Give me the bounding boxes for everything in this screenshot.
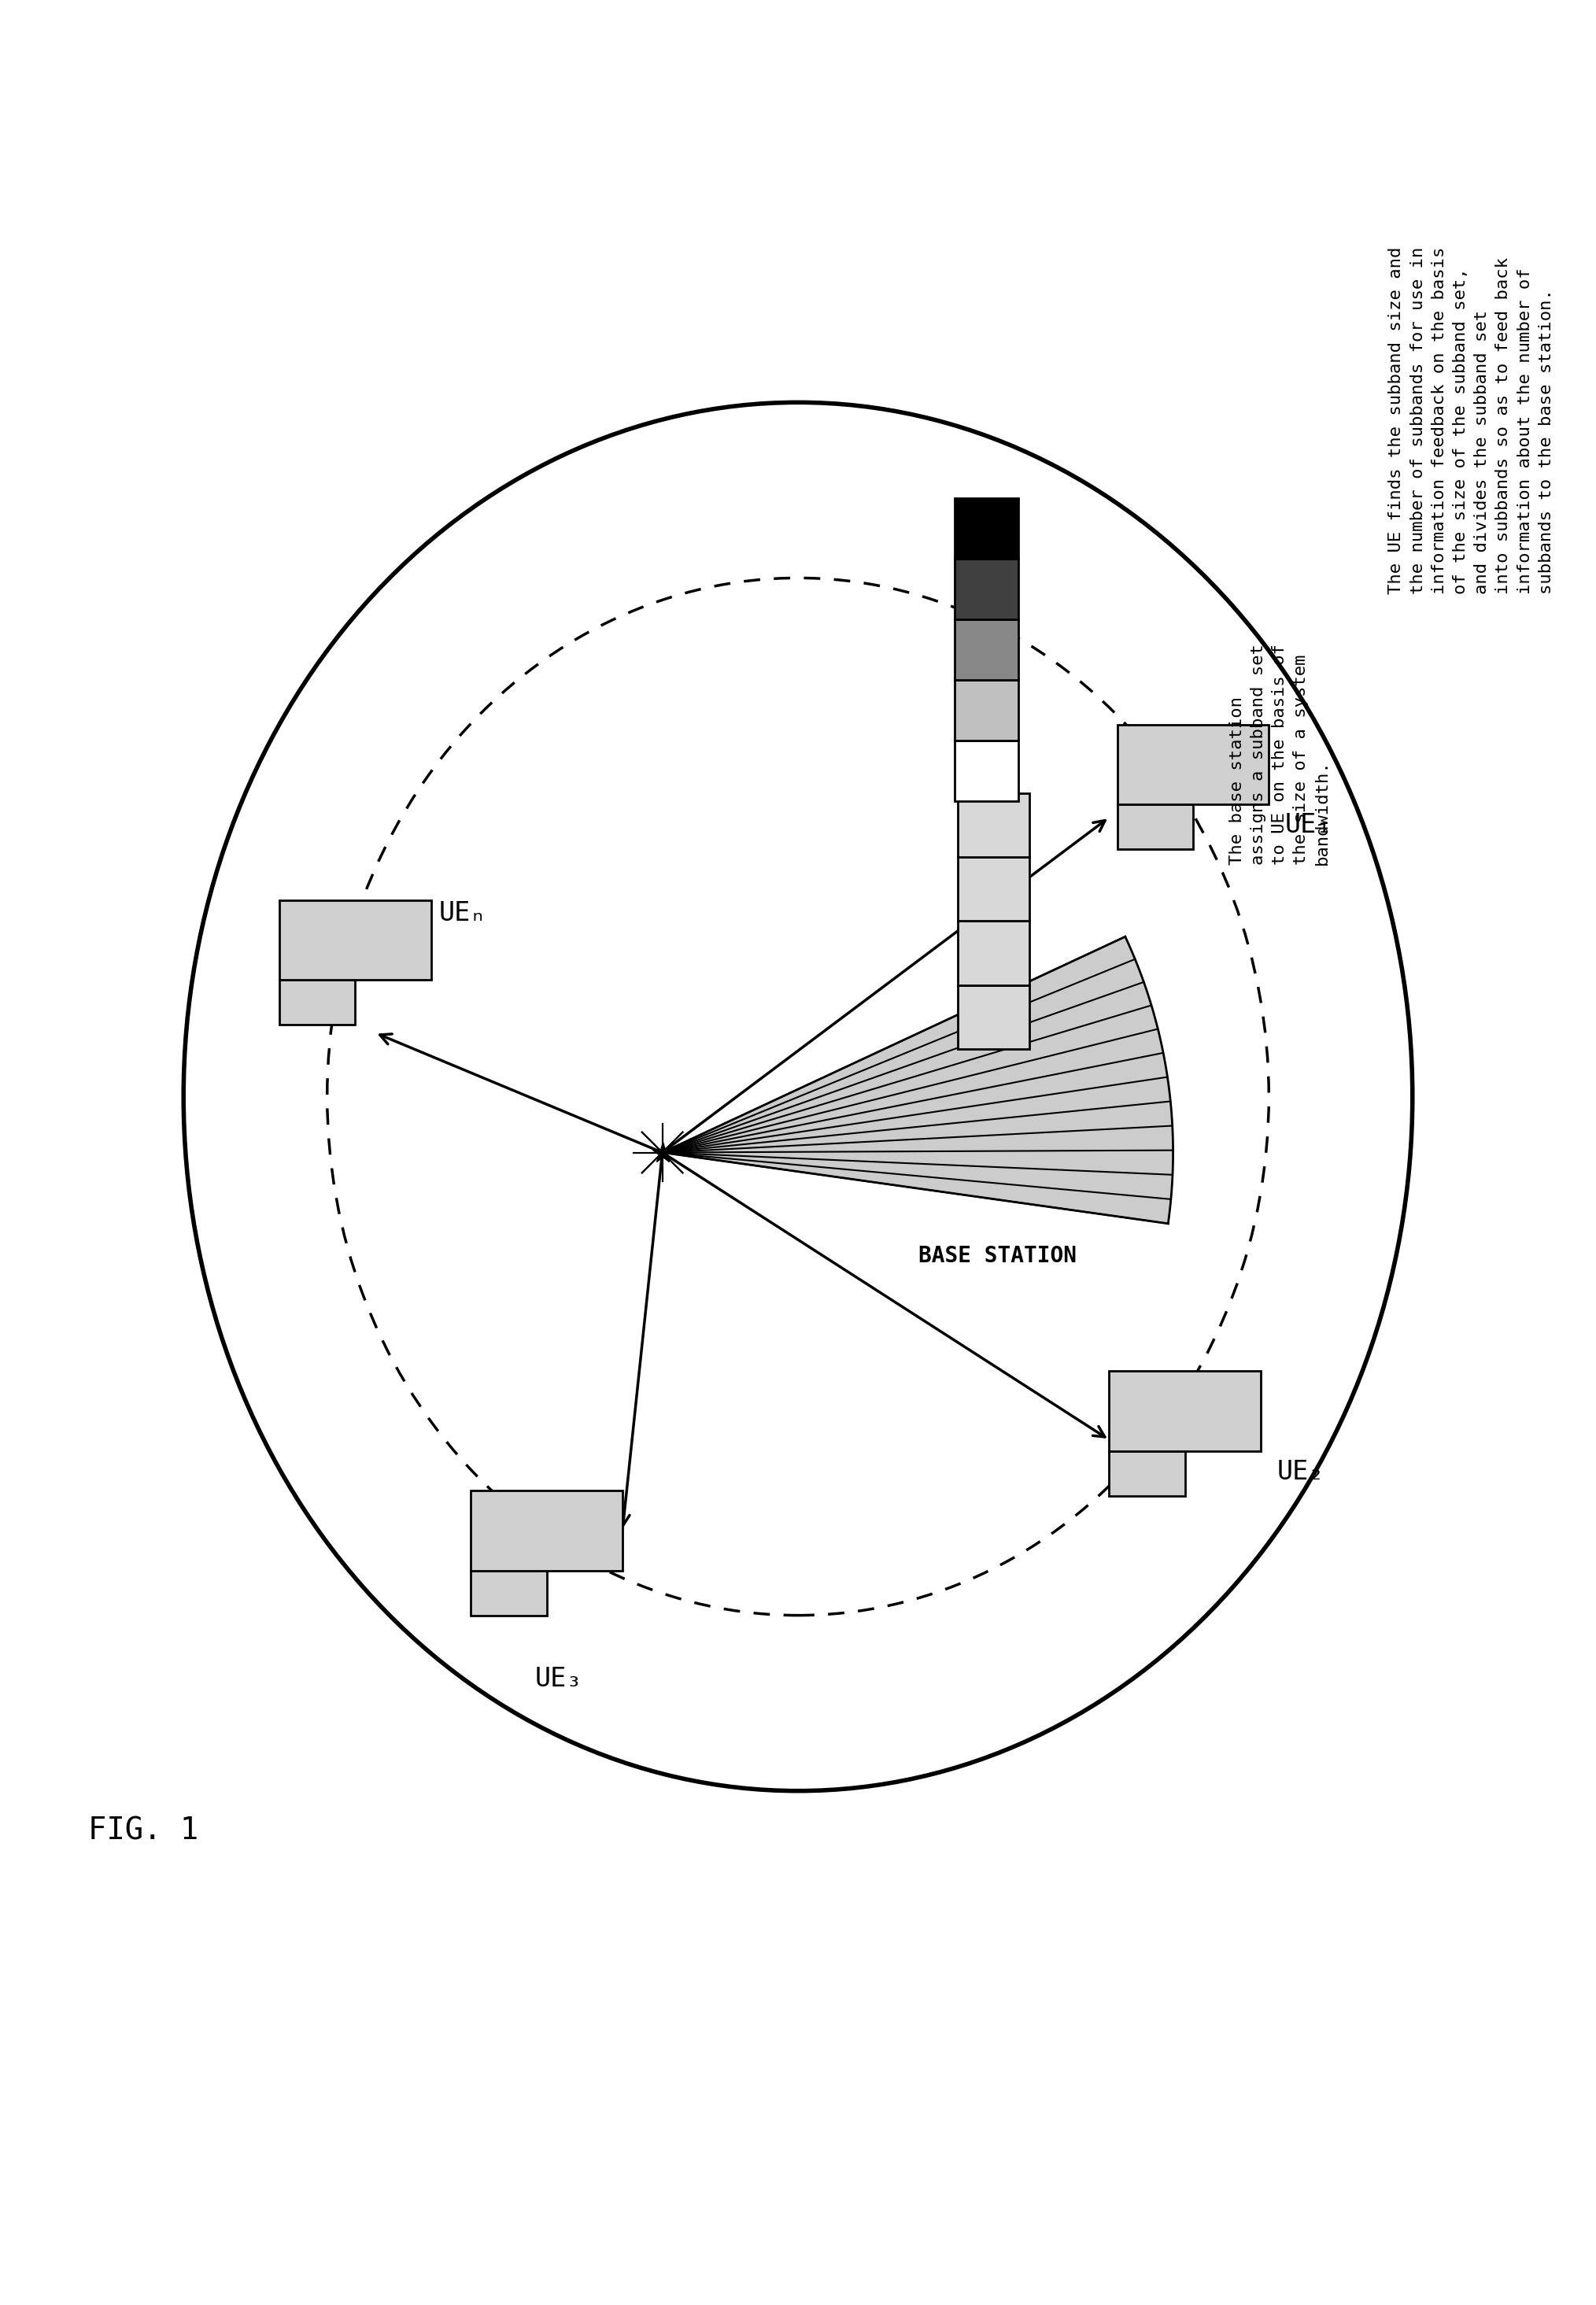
Text: The base station
assigns a subband set
to UE on the basis of
the size of a syste: The base station assigns a subband set t… bbox=[1229, 643, 1331, 864]
Bar bbox=[954, 498, 1018, 558]
Text: UE₃: UE₃ bbox=[535, 1667, 583, 1692]
Bar bbox=[954, 620, 1018, 680]
Bar bbox=[471, 1491, 622, 1570]
Bar bbox=[1117, 724, 1269, 804]
Bar bbox=[954, 680, 1018, 740]
Text: FIG. 1: FIG. 1 bbox=[88, 1816, 198, 1846]
Text: The UE finds the subband size and
the number of subbands for use in
information : The UE finds the subband size and the nu… bbox=[1389, 247, 1555, 595]
Bar bbox=[279, 980, 354, 1026]
Bar bbox=[954, 740, 1018, 802]
Text: UEₙ: UEₙ bbox=[439, 901, 487, 927]
Bar bbox=[1109, 1450, 1184, 1496]
Bar bbox=[471, 1570, 546, 1616]
Text: UE₂: UE₂ bbox=[1277, 1459, 1325, 1484]
Bar bbox=[1109, 1371, 1261, 1450]
Polygon shape bbox=[662, 936, 1173, 1224]
Bar bbox=[958, 857, 1029, 922]
Text: BASE STATION: BASE STATION bbox=[918, 1245, 1077, 1268]
Bar bbox=[279, 901, 431, 980]
Bar bbox=[958, 984, 1029, 1049]
Text: UE₁: UE₁ bbox=[1285, 811, 1333, 839]
Bar bbox=[958, 922, 1029, 984]
Bar bbox=[1117, 804, 1192, 848]
Bar bbox=[954, 558, 1018, 620]
Bar bbox=[958, 793, 1029, 857]
